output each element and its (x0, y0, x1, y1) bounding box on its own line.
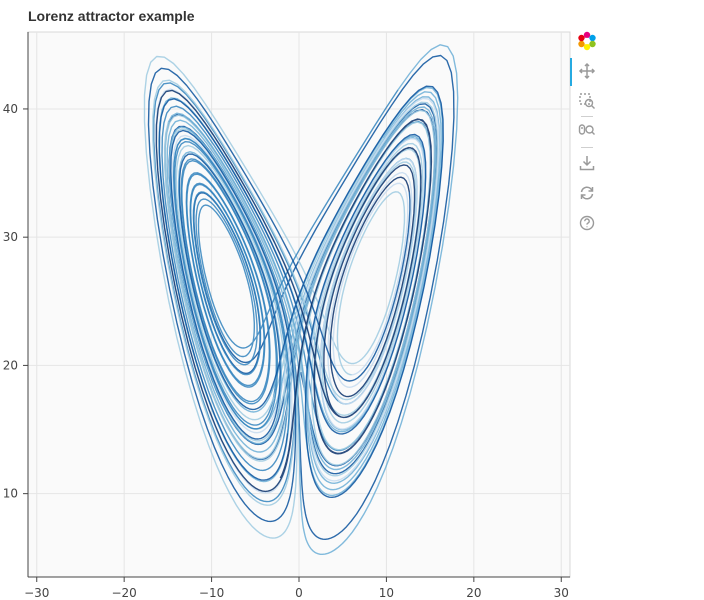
x-tick-label: 10 (379, 586, 394, 600)
reset-icon[interactable] (576, 182, 598, 204)
toolbar-separator (581, 147, 593, 148)
y-tick-label: 40 (3, 102, 18, 116)
lorenz-series (143, 44, 459, 555)
y-tick-label: 30 (3, 230, 18, 244)
x-tick-label: 0 (295, 586, 303, 600)
toolbar-separator (581, 116, 593, 117)
y-tick-label: 10 (3, 487, 18, 501)
x-tick-label: 30 (554, 586, 569, 600)
pan-icon[interactable] (576, 60, 598, 82)
lorenz-line-segment (152, 79, 436, 506)
x-tick-label: −10 (199, 586, 224, 600)
box-zoom-icon[interactable] (576, 90, 598, 112)
active-tool-indicator (570, 58, 572, 86)
grid-lines (28, 32, 570, 577)
help-icon[interactable] (576, 212, 598, 234)
lorenz-line-segment (173, 89, 399, 434)
lorenz-line-segment (155, 89, 433, 493)
chart-title: Lorenz attractor example (28, 8, 195, 24)
lorenz-line-segment (147, 67, 444, 523)
wheel-zoom-icon[interactable] (576, 120, 598, 142)
x-tick-label: −20 (111, 586, 136, 600)
y-tick-label: 20 (3, 358, 18, 372)
x-tick-label: 20 (466, 586, 481, 600)
bokeh-logo-icon[interactable] (576, 30, 598, 52)
axes: −30 −20 −10 0 10 20 30 10 20 30 40 (3, 32, 570, 600)
save-icon[interactable] (576, 152, 598, 174)
x-tick-label: −30 (24, 586, 49, 600)
